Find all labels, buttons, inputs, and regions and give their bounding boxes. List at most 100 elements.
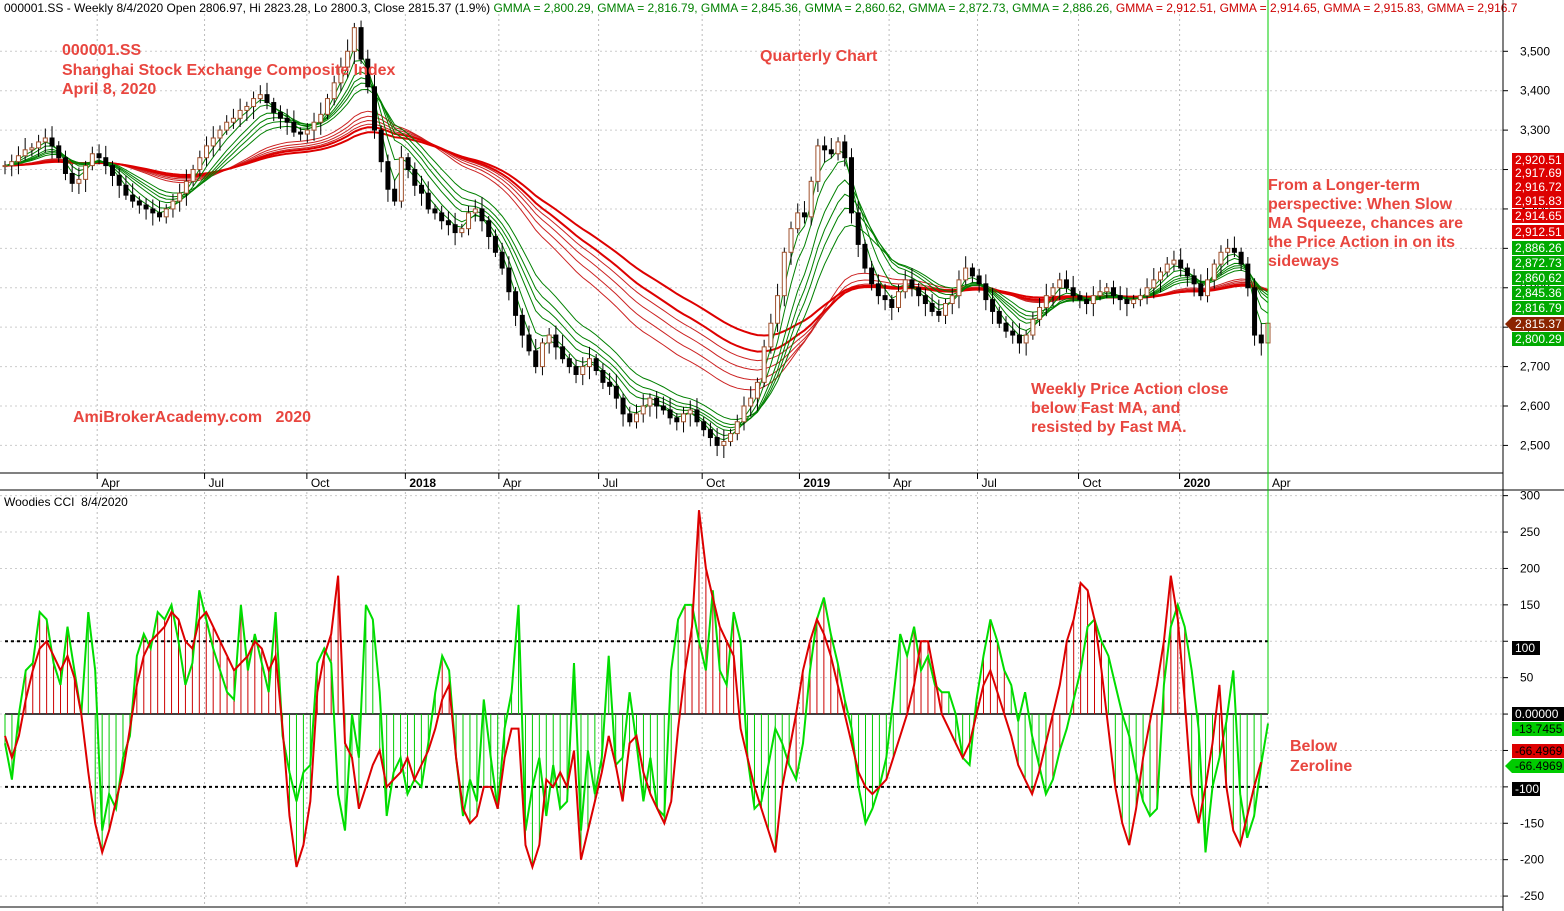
candle-30: [204, 136, 210, 167]
candle-98: [660, 396, 666, 415]
date-annotation: April 8, 2020: [62, 81, 156, 98]
candle-7: [49, 126, 55, 159]
x-tick-label-12: Apr: [1272, 476, 1291, 490]
candle-55: [371, 74, 377, 139]
price-tag-label-12: 2,800.29: [1515, 332, 1562, 346]
candle-51: [345, 39, 351, 78]
candle-134: [902, 270, 908, 299]
header-gmma-2: GMMA = 2,845.36,: [701, 1, 805, 15]
price-tag-label-6: 2,886.26: [1515, 241, 1562, 255]
candle-41: [277, 105, 283, 129]
price-tag-3: 2,915.83: [1512, 194, 1564, 208]
price-tag-0: 2,920.51: [1512, 153, 1564, 167]
candle-15: [103, 145, 109, 175]
candle-180: [1211, 259, 1217, 289]
candle-181: [1218, 245, 1224, 275]
cci-tag-label-4: -100: [1515, 782, 1539, 796]
candle-119: [801, 201, 807, 224]
fast-ma-8: [4, 71, 1269, 432]
candle-81: [546, 327, 552, 354]
header-prefix: 000001.SS - Weekly 8/4/2020 Open 2806.97…: [4, 1, 493, 15]
candle-159: [1070, 275, 1076, 303]
candle-143: [963, 256, 969, 285]
candle-124: [835, 137, 841, 161]
candle-95: [640, 394, 646, 423]
candle-85: [573, 359, 579, 384]
price-tag-1: 2,917.69: [1512, 166, 1564, 180]
price-tag-2: 2,916.72: [1512, 180, 1564, 194]
candle-80: [539, 338, 545, 376]
candle-4: [29, 143, 35, 157]
candle-49: [331, 75, 337, 106]
cci-y-tick-label-9: -150: [1520, 816, 1544, 830]
x-tick-label-2: Oct: [311, 476, 330, 490]
candle-68: [459, 223, 465, 238]
candle-163: [1097, 279, 1103, 301]
price-tag-9: 2,845.36: [1512, 286, 1564, 300]
candle-72: [486, 216, 492, 250]
candle-42: [284, 108, 290, 135]
candle-31: [210, 126, 216, 157]
candle-116: [781, 247, 787, 307]
weekly-line-1: Weekly Price Action close: [1031, 381, 1229, 398]
weekly-line-3: resisted by Fast MA.: [1031, 419, 1187, 436]
candle-101: [681, 406, 687, 433]
candle-157: [1057, 272, 1063, 301]
candle-125: [842, 134, 848, 167]
candle-166: [1117, 286, 1123, 311]
cci-tag-1: -13.7455: [1512, 722, 1564, 736]
candle-67: [452, 212, 458, 246]
candlesticks: [2, 20, 1271, 459]
cci-tag-label-3: -66.4969: [1515, 759, 1563, 773]
candle-168: [1131, 294, 1137, 309]
candle-61: [412, 162, 418, 196]
candle-8: [56, 141, 62, 163]
candle-75: [506, 256, 512, 301]
candle-110: [741, 396, 747, 431]
candle-145: [976, 268, 982, 293]
candle-86: [580, 357, 586, 386]
price-tag-label-10: 2,816.79: [1515, 301, 1562, 315]
candle-39: [264, 82, 270, 110]
price-tag-11: 2,815.37: [1505, 317, 1564, 331]
candle-133: [896, 284, 902, 313]
cci-tag-4: -100: [1512, 782, 1540, 796]
date-x-axis: Apr Jul Oct 2018 Apr Jul Oct 2019 Apr Jul Oct 2020 A…: [96, 473, 1291, 490]
candle-57: [385, 154, 391, 202]
price-tag-8: 2,860.62: [1512, 271, 1564, 285]
candle-149: [1003, 316, 1009, 338]
candle-175: [1178, 248, 1184, 277]
candle-140: [943, 298, 949, 325]
candle-12: [83, 160, 89, 192]
candle-69: [466, 205, 472, 236]
cci-y-tick-label-5: 50: [1520, 671, 1534, 685]
cci-y-tick-label-3: 150: [1520, 598, 1540, 612]
candle-63: [425, 181, 431, 214]
cci-y-tick-label-10: -200: [1520, 853, 1544, 867]
candle-127: [855, 201, 861, 258]
price-tag-label-5: 2,912.51: [1515, 225, 1562, 239]
candle-137: [922, 288, 928, 317]
candle-169: [1137, 288, 1143, 307]
cci-y-tick-label-2: 200: [1520, 561, 1540, 575]
candle-66: [445, 211, 451, 236]
candle-47: [318, 102, 324, 135]
cci-y-tick-label-0: 300: [1520, 489, 1540, 503]
candle-78: [526, 325, 532, 356]
price-tag-label-11: 2,815.37: [1515, 317, 1562, 331]
candle-16: [109, 160, 115, 187]
candle-40: [271, 97, 277, 122]
candle-50: [338, 57, 344, 92]
cci-y-tick-label-11: -250: [1520, 889, 1544, 903]
candle-128: [862, 239, 868, 273]
upper-grid: [0, 14, 1503, 473]
longer-term-line-4: the Price Action in on its: [1268, 234, 1455, 251]
price-tag-4: 2,914.65: [1512, 209, 1564, 223]
y-tick-label-2: 2,700: [1520, 360, 1550, 374]
header-gmma-5: GMMA = 2,886.26,: [1012, 1, 1116, 15]
candle-182: [1225, 238, 1231, 265]
candle-155: [1043, 283, 1049, 317]
candle-164: [1104, 283, 1110, 299]
candle-126: [848, 148, 854, 224]
